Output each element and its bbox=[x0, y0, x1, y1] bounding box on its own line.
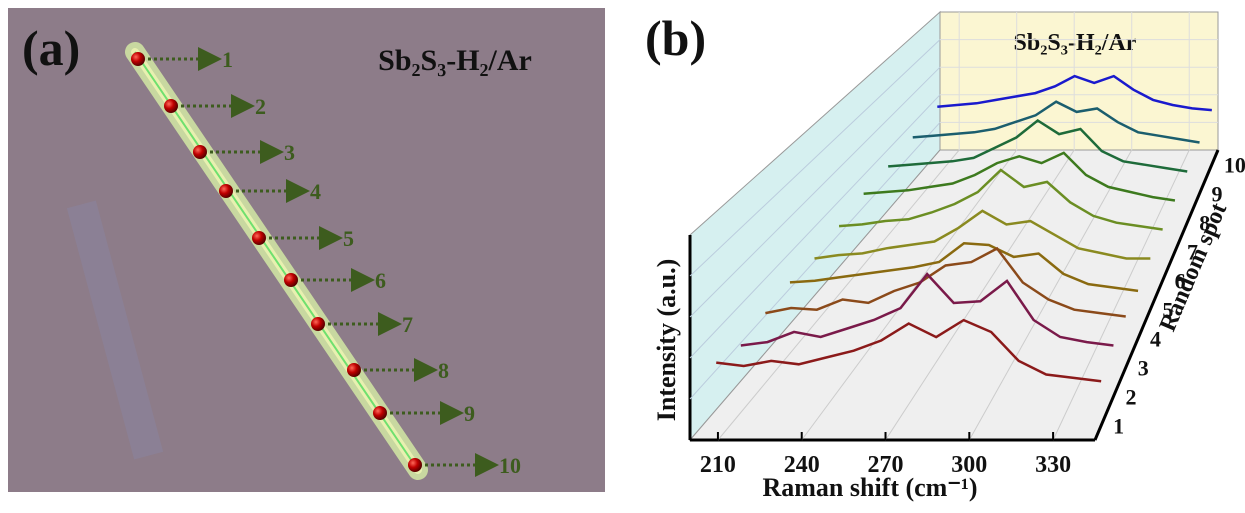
spot-marker bbox=[408, 458, 422, 472]
x-tick-label: 330 bbox=[1035, 452, 1071, 478]
z-tick-label: 7 bbox=[1187, 240, 1198, 265]
spot-marker bbox=[311, 317, 325, 331]
spot-marker bbox=[164, 99, 178, 113]
spot-label: 4 bbox=[310, 179, 321, 204]
spot-label: 5 bbox=[343, 226, 354, 251]
z-axis bbox=[1093, 149, 1220, 441]
spot-label: 8 bbox=[438, 358, 449, 383]
side-grid bbox=[689, 94, 941, 359]
side-grid bbox=[689, 39, 941, 277]
z-tick-label: 4 bbox=[1150, 327, 1161, 352]
z-tick-label: 2 bbox=[1125, 385, 1136, 410]
spot-marker bbox=[131, 52, 145, 66]
spot-marker bbox=[252, 231, 266, 245]
side-grid bbox=[689, 66, 941, 318]
spectrum bbox=[716, 318, 1102, 383]
z-tick-label: 3 bbox=[1138, 356, 1149, 381]
spectrum bbox=[912, 100, 1200, 144]
spectrum bbox=[888, 118, 1188, 173]
x-tick-label: 210 bbox=[700, 452, 736, 478]
spot-label: 7 bbox=[402, 312, 413, 337]
side-grid bbox=[689, 122, 941, 400]
spot-marker bbox=[219, 184, 233, 198]
floor-grid bbox=[885, 149, 1075, 441]
spectrum bbox=[814, 209, 1151, 260]
spectrum bbox=[838, 168, 1163, 231]
spot-label: 2 bbox=[255, 94, 266, 119]
nanowire-core bbox=[134, 51, 419, 471]
spot-label: 9 bbox=[464, 401, 475, 426]
panel-label: (b) bbox=[645, 10, 706, 66]
spot-marker bbox=[193, 145, 207, 159]
z-tick-label: 1 bbox=[1113, 414, 1124, 439]
y-axis-title: Intensity (a.u.) bbox=[652, 259, 681, 422]
z-tick-label: 8 bbox=[1199, 211, 1210, 236]
z-tick-label: 10 bbox=[1224, 153, 1245, 178]
spectrum bbox=[937, 74, 1212, 112]
z-tick-label: 5 bbox=[1162, 298, 1173, 323]
x-tick-label: 240 bbox=[784, 452, 820, 478]
spectrum bbox=[789, 242, 1139, 293]
x-tick-label: 300 bbox=[951, 452, 987, 478]
panel-title: Sb₂S₃-H₂/Ar bbox=[378, 44, 532, 77]
micrograph bbox=[8, 8, 605, 492]
panel-label: (a) bbox=[22, 20, 80, 76]
spectrum bbox=[765, 246, 1126, 318]
floor-grid bbox=[717, 149, 960, 441]
x-axis-title: Raman shift (cm⁻¹) bbox=[762, 473, 977, 502]
floor-grid bbox=[968, 149, 1133, 441]
spectrum bbox=[740, 272, 1114, 347]
spot-label: 3 bbox=[284, 140, 295, 165]
spot-marker bbox=[373, 406, 387, 420]
spot-label: 10 bbox=[499, 453, 521, 478]
z-tick-label: 6 bbox=[1175, 269, 1186, 294]
spot-label: 1 bbox=[222, 47, 233, 72]
z-tick-label: 9 bbox=[1212, 182, 1223, 207]
panel-b: (b) Sb₂S₃-H₂/Ar Raman shift (cm⁻¹) Inten… bbox=[645, 10, 1245, 502]
spot-marker bbox=[284, 273, 298, 287]
background-flake bbox=[66, 200, 164, 460]
spot-marker bbox=[347, 363, 361, 377]
spot-label: 6 bbox=[375, 268, 386, 293]
x-tick-label: 270 bbox=[868, 452, 904, 478]
spectrum bbox=[863, 151, 1176, 202]
chart-title: Sb₂S₃-H₂/Ar bbox=[1014, 30, 1137, 56]
